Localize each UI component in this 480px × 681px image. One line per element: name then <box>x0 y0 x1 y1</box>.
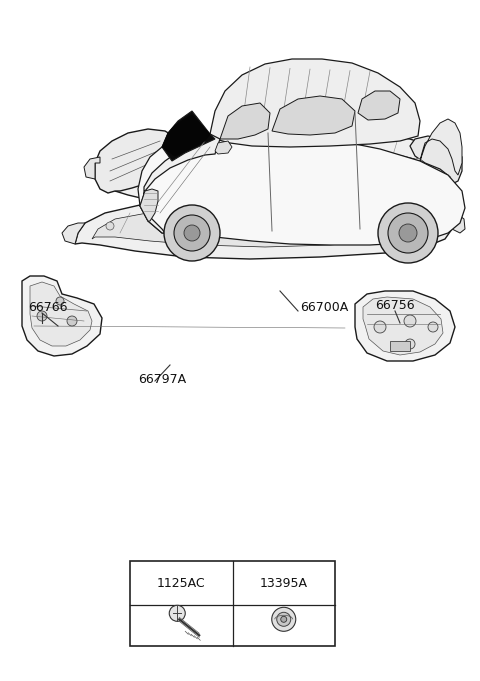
Polygon shape <box>22 276 102 356</box>
Circle shape <box>106 222 114 230</box>
Polygon shape <box>30 282 92 346</box>
Circle shape <box>399 224 417 242</box>
Circle shape <box>281 616 287 622</box>
Polygon shape <box>390 341 410 351</box>
Polygon shape <box>138 134 465 245</box>
Polygon shape <box>450 213 465 233</box>
Circle shape <box>169 605 185 621</box>
Polygon shape <box>363 297 443 355</box>
Text: 66700A: 66700A <box>300 301 348 314</box>
Circle shape <box>391 217 399 225</box>
Text: 66797A: 66797A <box>138 373 186 386</box>
Circle shape <box>261 148 269 157</box>
Circle shape <box>160 166 169 176</box>
Circle shape <box>205 157 215 165</box>
Polygon shape <box>420 119 462 175</box>
Circle shape <box>67 316 77 326</box>
Circle shape <box>174 215 210 251</box>
Polygon shape <box>210 59 420 147</box>
Circle shape <box>413 159 422 168</box>
Circle shape <box>276 207 284 215</box>
Polygon shape <box>140 189 158 221</box>
Polygon shape <box>62 223 85 244</box>
Polygon shape <box>272 96 355 135</box>
Circle shape <box>315 146 324 155</box>
Text: 1125AC: 1125AC <box>157 577 205 590</box>
Polygon shape <box>75 195 452 259</box>
Circle shape <box>214 209 222 217</box>
Polygon shape <box>148 147 430 197</box>
Polygon shape <box>92 204 420 247</box>
FancyBboxPatch shape <box>130 561 335 646</box>
Circle shape <box>404 315 416 327</box>
Circle shape <box>405 339 415 349</box>
Polygon shape <box>115 129 458 205</box>
Polygon shape <box>355 291 455 361</box>
Polygon shape <box>215 141 232 154</box>
Polygon shape <box>162 111 215 161</box>
Circle shape <box>164 205 220 261</box>
Circle shape <box>428 322 438 332</box>
Text: 66766: 66766 <box>28 301 68 314</box>
Circle shape <box>56 297 64 305</box>
Circle shape <box>378 203 438 263</box>
Text: 13395A: 13395A <box>260 577 308 590</box>
Circle shape <box>277 612 291 627</box>
Circle shape <box>374 321 386 333</box>
Polygon shape <box>162 115 210 156</box>
Polygon shape <box>410 136 462 185</box>
Circle shape <box>154 213 162 221</box>
Circle shape <box>388 213 428 253</box>
Polygon shape <box>358 91 400 120</box>
Circle shape <box>336 210 344 218</box>
Polygon shape <box>84 157 100 179</box>
Polygon shape <box>140 134 220 233</box>
Polygon shape <box>95 129 180 193</box>
Circle shape <box>272 607 296 631</box>
Text: 66756: 66756 <box>375 299 415 312</box>
Circle shape <box>371 150 380 159</box>
Circle shape <box>184 225 200 241</box>
Polygon shape <box>220 103 270 139</box>
Circle shape <box>37 311 47 321</box>
